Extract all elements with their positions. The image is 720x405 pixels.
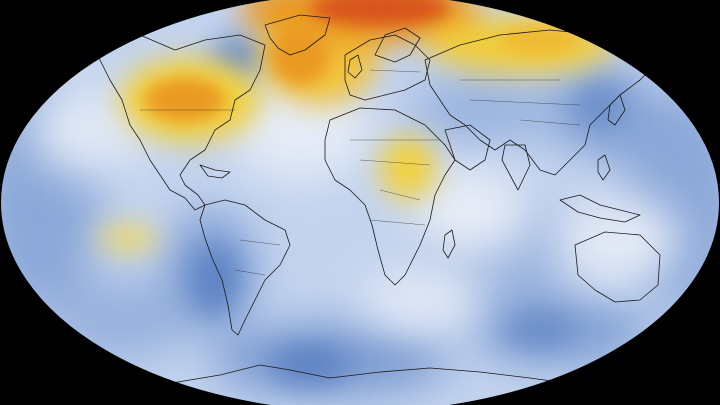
north-america-outline	[94, 34, 266, 211]
deep-cool-layer	[190, 35, 622, 383]
madagascar-outline	[442, 229, 456, 259]
indonesia-outline	[559, 194, 641, 223]
scandinavia-outline	[374, 27, 421, 63]
neutral-layer	[30, 80, 680, 330]
australia-outline	[574, 231, 661, 303]
hot-core-layer	[145, 0, 580, 122]
philippines-outline	[597, 154, 611, 181]
antarctica-outline	[159, 364, 621, 393]
country-borders	[140, 69, 581, 276]
arabia-outline	[444, 124, 491, 171]
east-pacific-warm-anomaly	[98, 226, 158, 250]
africa-outline	[324, 107, 456, 286]
south-america-outline	[199, 199, 291, 336]
central-africa-warm-anomaly	[380, 136, 436, 200]
uk-outline	[347, 54, 363, 79]
india-outline	[501, 144, 531, 191]
caribbean-outline	[199, 164, 231, 179]
greenland-outline	[264, 14, 331, 56]
europe-outline	[344, 34, 431, 101]
japan-outline	[607, 94, 626, 126]
